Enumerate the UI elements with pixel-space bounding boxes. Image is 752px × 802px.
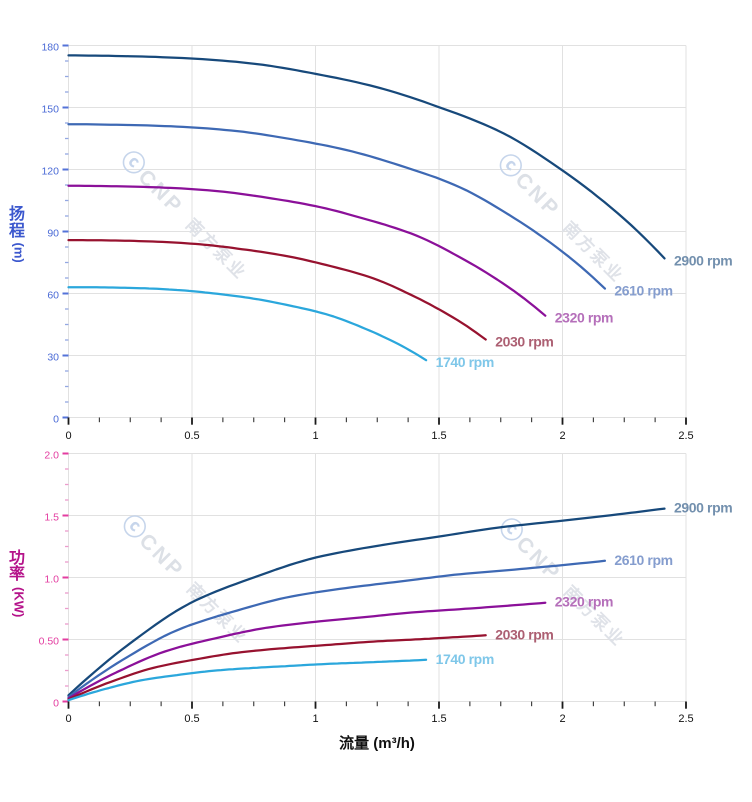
svg-text:120: 120 xyxy=(41,165,59,177)
svg-text:1: 1 xyxy=(312,430,318,442)
svg-text:2030 rpm: 2030 rpm xyxy=(495,334,553,350)
svg-text:0: 0 xyxy=(53,697,59,709)
svg-text:2: 2 xyxy=(559,713,565,725)
svg-text:1740 rpm: 1740 rpm xyxy=(436,651,494,667)
svg-text:0.5: 0.5 xyxy=(184,430,199,442)
svg-text:2030 rpm: 2030 rpm xyxy=(495,626,553,642)
svg-text:2320 rpm: 2320 rpm xyxy=(555,594,613,610)
svg-text:2.5: 2.5 xyxy=(678,713,693,725)
svg-text:2900 rpm: 2900 rpm xyxy=(674,252,732,268)
svg-text:2.5: 2.5 xyxy=(678,430,693,442)
svg-text:30: 30 xyxy=(47,351,59,363)
svg-text:150: 150 xyxy=(41,103,59,115)
svg-text:1.0: 1.0 xyxy=(44,573,59,585)
svg-text:2.0: 2.0 xyxy=(44,449,59,461)
svg-text:功: 功 xyxy=(9,549,25,567)
svg-text:0.5: 0.5 xyxy=(184,713,199,725)
svg-text:扬: 扬 xyxy=(9,204,25,223)
svg-text:90: 90 xyxy=(47,227,59,239)
svg-text:180: 180 xyxy=(41,41,59,53)
svg-text:程: 程 xyxy=(9,222,25,240)
svg-text:(KW): (KW) xyxy=(12,587,27,617)
svg-text:60: 60 xyxy=(47,289,59,301)
svg-text:率: 率 xyxy=(9,564,25,583)
svg-text:流量 (m³/h): 流量 (m³/h) xyxy=(339,734,415,752)
svg-text:0.50: 0.50 xyxy=(39,635,60,647)
svg-text:2900 rpm: 2900 rpm xyxy=(674,500,732,516)
svg-text:1.5: 1.5 xyxy=(431,713,446,725)
svg-text:0: 0 xyxy=(65,713,71,725)
svg-text:2610 rpm: 2610 rpm xyxy=(614,283,672,299)
svg-text:1.5: 1.5 xyxy=(44,511,59,523)
svg-text:1: 1 xyxy=(312,713,318,725)
svg-text:1.5: 1.5 xyxy=(431,430,446,442)
svg-text:1740 rpm: 1740 rpm xyxy=(436,354,494,370)
svg-text:2610 rpm: 2610 rpm xyxy=(614,552,672,568)
svg-text:2: 2 xyxy=(559,430,565,442)
svg-text:2320 rpm: 2320 rpm xyxy=(555,310,613,326)
svg-text:0: 0 xyxy=(53,413,59,425)
svg-text:0: 0 xyxy=(65,430,71,442)
svg-text:(m): (m) xyxy=(12,243,27,263)
